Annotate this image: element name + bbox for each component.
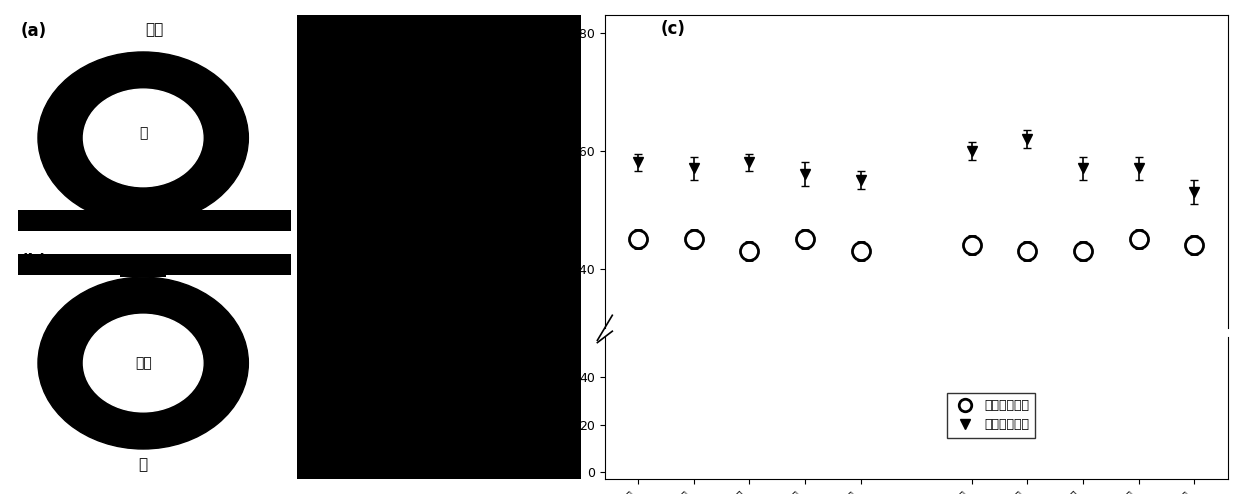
Bar xyxy=(120,273,166,277)
Text: 柴油: 柴油 xyxy=(135,356,151,370)
Text: (c): (c) xyxy=(661,20,686,38)
Circle shape xyxy=(83,314,203,412)
Circle shape xyxy=(38,52,248,224)
Text: 水: 水 xyxy=(139,457,148,472)
Circle shape xyxy=(38,277,248,449)
Text: 水: 水 xyxy=(139,126,148,140)
Bar xyxy=(19,210,291,231)
Text: 柴油: 柴油 xyxy=(145,22,164,37)
Circle shape xyxy=(83,89,203,187)
Bar xyxy=(12,247,296,479)
Text: (b): (b) xyxy=(21,252,48,271)
Text: (a): (a) xyxy=(21,22,47,40)
Bar xyxy=(19,254,291,275)
Text: 接触角（°）: 接触角（°） xyxy=(542,265,556,314)
Bar xyxy=(296,247,582,479)
Legend: 水下油接触角, 油下水接触角: 水下油接触角, 油下水接触角 xyxy=(946,393,1035,438)
Bar xyxy=(296,15,582,247)
Bar xyxy=(12,15,296,247)
